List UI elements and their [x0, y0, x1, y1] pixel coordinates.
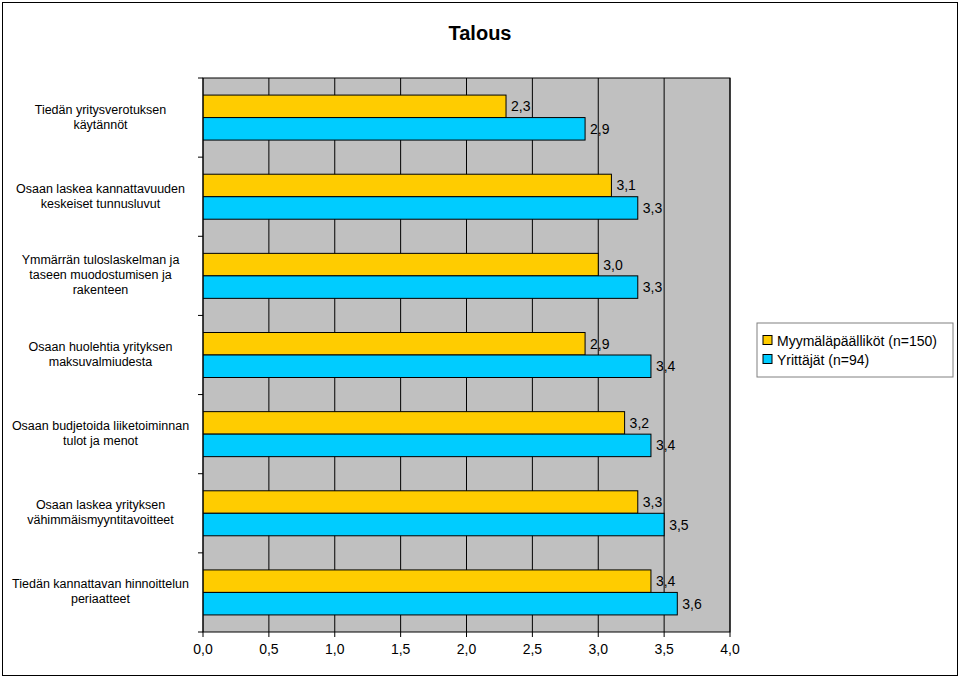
- category-tick: [198, 552, 203, 553]
- category-tick: [198, 78, 203, 79]
- tick-label: 4,0: [720, 641, 740, 657]
- legend-label: Yrittäjät (n=94): [777, 352, 869, 368]
- title: Talous: [449, 22, 512, 44]
- tick-mark: [730, 632, 731, 637]
- category-tick: [198, 394, 203, 395]
- tick-mark: [532, 632, 533, 637]
- bar: [203, 174, 611, 197]
- plot-background: [203, 78, 730, 632]
- category-label: Osaan huolehtia yrityksen maksuvalmiudes…: [8, 340, 193, 370]
- category-label-box: Ymmärrän tuloslaskelman ja taseen muodos…: [8, 253, 193, 298]
- data-label: 3,2: [630, 415, 650, 431]
- bar: [203, 197, 638, 220]
- tick-mark: [400, 632, 401, 637]
- category-label: Osaan laskea yrityksen vähimmäismyyntita…: [8, 498, 193, 528]
- category-tick: [198, 236, 203, 237]
- bar: [203, 570, 651, 593]
- category-label-box: Osaan budjetoida liiketoiminnan tulot ja…: [8, 419, 193, 449]
- data-label: 3,5: [669, 517, 689, 533]
- data-label: 3,3: [643, 279, 663, 295]
- tick-mark: [268, 632, 269, 637]
- tick-label: 1,0: [325, 641, 345, 657]
- bar: [203, 412, 625, 435]
- category-tick: [198, 157, 203, 158]
- tick-label: 2,5: [523, 641, 543, 657]
- tick-mark: [664, 632, 665, 637]
- category-label-box: Osaan huolehtia yrityksen maksuvalmiudes…: [8, 340, 193, 370]
- plot-frame: [203, 78, 730, 632]
- category-label: Osaan laskea kannattavuuden keskeiset tu…: [8, 182, 193, 212]
- data-label: 3,3: [643, 200, 663, 216]
- category-tick: [198, 632, 203, 633]
- legend-label: Myymäläpäälliköt (n=150): [777, 333, 937, 349]
- legend-box: [757, 323, 953, 377]
- bar: [203, 592, 677, 615]
- category-label: Tiedän kannattavan hinnoittelun periaatt…: [8, 577, 193, 607]
- data-label: 2,9: [590, 336, 610, 352]
- bar: [203, 118, 585, 141]
- bar: [203, 513, 664, 536]
- data-label: 3,0: [603, 257, 623, 273]
- category-label-box: Tiedän yritysverotuksen käytännöt: [8, 103, 193, 133]
- data-label: 3,6: [682, 596, 702, 612]
- tick-label: 0,5: [259, 641, 279, 657]
- legend-swatch: [763, 355, 772, 364]
- data-label: 3,3: [643, 494, 663, 510]
- bar: [203, 276, 638, 299]
- tick-label: 2,0: [457, 641, 477, 657]
- data-label: 3,4: [656, 573, 676, 589]
- tick-label: 3,0: [589, 641, 609, 657]
- category-label-box: Tiedän kannattavan hinnoittelun periaatt…: [8, 577, 193, 607]
- tick-label: 1,5: [391, 641, 411, 657]
- data-label: 2,9: [590, 121, 610, 137]
- category-label: Ymmärrän tuloslaskelman ja taseen muodos…: [8, 253, 193, 298]
- data-label: 3,4: [656, 358, 676, 374]
- bar: [203, 355, 651, 378]
- outer-frame: [3, 3, 958, 676]
- category-label-box: Osaan laskea yrityksen vähimmäismyyntita…: [8, 498, 193, 528]
- tick-mark: [598, 632, 599, 637]
- bar: [203, 333, 585, 356]
- grid-line: [664, 78, 665, 632]
- category-label-box: Osaan laskea kannattavuuden keskeiset tu…: [8, 182, 193, 212]
- bar: [203, 491, 638, 514]
- bar: [203, 95, 506, 118]
- data-labels: 2,3 2,9 3,1 3,3 3,0 3,3 2,9 3,4 3,2 3,4 3,3 3,5 3,4 3…: [511, 98, 702, 611]
- data-label: 2,3: [511, 98, 531, 114]
- tick-label: 0,0: [193, 641, 213, 657]
- tick-mark: [203, 632, 204, 637]
- legend-swatch: [763, 336, 772, 345]
- tick-mark: [466, 632, 467, 637]
- data-label: 3,4: [656, 437, 676, 453]
- data-label: 3,1: [616, 177, 636, 193]
- tick-mark: [334, 632, 335, 637]
- category-label: Osaan budjetoida liiketoiminnan tulot ja…: [8, 419, 193, 449]
- bars: [203, 95, 677, 615]
- bar: [203, 434, 651, 457]
- chart-wrap: Talous 0,0 0,5 1,0 1,5 2,0 2,5 3,0 3,5 4,0 2,3 2,9 3…: [0, 0, 960, 678]
- bar: [203, 253, 598, 276]
- category-tick: [198, 473, 203, 474]
- category-label: Tiedän yritysverotuksen käytännöt: [8, 103, 193, 133]
- chart-svg: Talous 0,0 0,5 1,0 1,5 2,0 2,5 3,0 3,5 4,0 2,3 2,9 3…: [0, 0, 960, 678]
- category-tick: [198, 315, 203, 316]
- tick-label: 3,5: [654, 641, 674, 657]
